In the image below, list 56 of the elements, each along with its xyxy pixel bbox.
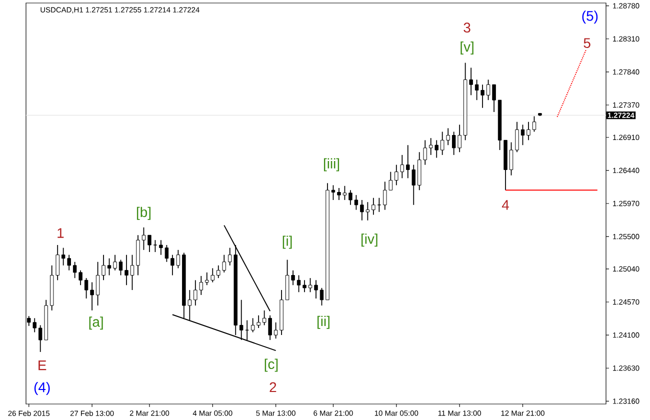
candlestick <box>118 259 123 276</box>
candlestick <box>342 185 347 200</box>
candlestick <box>526 121 530 141</box>
annotation: E <box>38 360 46 370</box>
annotation: [v] <box>460 42 474 55</box>
annotation: [iv] <box>362 234 378 247</box>
candlestick <box>532 116 536 132</box>
candlestick <box>520 124 525 146</box>
candlestick <box>130 254 134 290</box>
annotation: (5) <box>582 10 598 24</box>
annotation: 2 <box>270 382 276 392</box>
annotation: [i] <box>282 236 292 249</box>
annotation: [c] <box>264 358 278 372</box>
annotation: [iii] <box>324 158 340 172</box>
annotation: [a] <box>89 316 103 330</box>
candlestick <box>337 188 341 200</box>
candlestick <box>153 240 158 252</box>
candlestick <box>78 270 82 286</box>
candlestick <box>354 194 358 210</box>
annotation: 3 <box>464 22 470 33</box>
candlestick <box>142 226 146 250</box>
candlestick <box>84 278 88 299</box>
candlestick <box>366 202 370 221</box>
candlestick <box>302 280 306 293</box>
candlestick <box>296 274 301 293</box>
candlestick <box>480 84 484 108</box>
candlestick <box>113 254 117 271</box>
candlestick <box>372 197 376 216</box>
annotation: 4 <box>502 200 509 210</box>
candlestick <box>96 261 100 306</box>
candlestick <box>72 261 77 279</box>
annotation: 1 <box>58 228 64 238</box>
candlestick <box>107 258 112 276</box>
candlestick <box>274 322 278 340</box>
candlestick <box>492 84 496 112</box>
annotation: 5 <box>584 38 590 48</box>
candlestick <box>469 67 473 96</box>
candlestick <box>102 254 106 281</box>
candlestick <box>124 254 128 286</box>
candlestick <box>509 142 514 176</box>
candlestick <box>90 282 94 311</box>
annotation: [ii] <box>317 316 330 329</box>
candlestick <box>360 200 364 221</box>
candlestick <box>331 184 336 200</box>
candlestick <box>159 240 163 256</box>
candlestick <box>320 287 324 306</box>
candlestick <box>148 234 152 252</box>
candlestick <box>314 280 318 299</box>
candlestick <box>291 270 295 286</box>
candlestick <box>348 190 352 206</box>
annotation: [b] <box>136 206 150 220</box>
annotation: (4) <box>34 382 50 396</box>
candlestick <box>515 121 519 153</box>
candlestick <box>474 79 479 101</box>
candlestick <box>164 244 169 262</box>
candlestick <box>486 79 490 101</box>
